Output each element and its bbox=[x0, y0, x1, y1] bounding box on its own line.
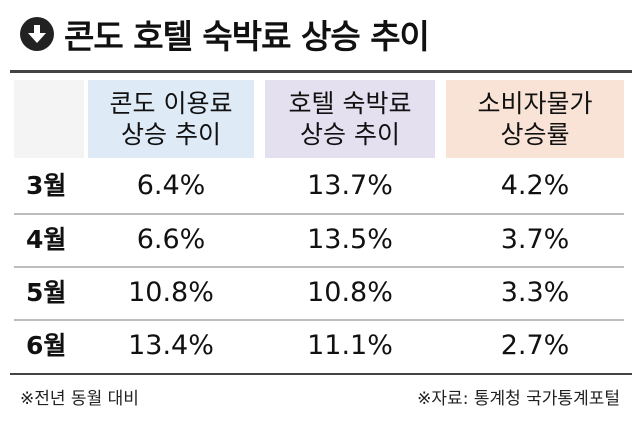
table-row-june: 6월 13.4% 11.1% 2.7% bbox=[14, 320, 624, 372]
table-row-march: 3월 6.4% 13.7% 4.2% bbox=[14, 160, 624, 212]
footnote-source: ※자료: 통계청 국가통계포털 bbox=[417, 389, 620, 409]
row-label: 6월 bbox=[26, 331, 67, 360]
chart-title: 콘도 호텔 숙박료 상승 추이 bbox=[64, 17, 430, 56]
header-condo-line2: 상승 추이 bbox=[121, 120, 221, 149]
hotel-value: 11.1% bbox=[307, 330, 393, 361]
header-hotel-line1: 호텔 숙박료 bbox=[288, 89, 412, 118]
condo-value: 6.6% bbox=[136, 224, 206, 255]
header-cpi-line1: 소비자물가 bbox=[477, 89, 593, 118]
row-label: 3월 bbox=[26, 171, 67, 200]
top-rule bbox=[10, 70, 632, 73]
hotel-value: 10.8% bbox=[307, 277, 393, 308]
header-cpi-line2: 상승률 bbox=[500, 120, 570, 149]
header-cpi: 소비자물가 상승률 bbox=[446, 80, 624, 158]
arrow-down-circle-icon bbox=[20, 17, 54, 51]
cpi-value: 3.3% bbox=[500, 277, 570, 308]
cpi-value: 3.7% bbox=[500, 224, 570, 255]
row-label: 4월 bbox=[26, 225, 67, 254]
footnote-comparison: ※전년 동월 대비 bbox=[20, 389, 139, 409]
header-condo: 콘도 이용료 상승 추이 bbox=[88, 80, 254, 158]
header-hotel-line2: 상승 추이 bbox=[300, 120, 400, 149]
row-separator bbox=[14, 213, 624, 215]
condo-value: 13.4% bbox=[128, 330, 214, 361]
header-hotel: 호텔 숙박료 상승 추이 bbox=[265, 80, 435, 158]
cpi-value: 4.2% bbox=[500, 170, 570, 201]
condo-value: 10.8% bbox=[128, 277, 214, 308]
row-separator bbox=[14, 266, 624, 268]
table-row-april: 4월 6.6% 13.5% 3.7% bbox=[14, 214, 624, 266]
bottom-rule bbox=[10, 373, 632, 375]
row-separator bbox=[14, 319, 624, 321]
cpi-value: 2.7% bbox=[500, 330, 570, 361]
hotel-value: 13.5% bbox=[307, 224, 393, 255]
title-row: 콘도 호텔 숙박료 상승 추이 bbox=[20, 12, 430, 56]
header-condo-line1: 콘도 이용료 bbox=[109, 89, 233, 118]
table-row-may: 5월 10.8% 10.8% 3.3% bbox=[14, 267, 624, 319]
header-blank-cell bbox=[14, 80, 84, 158]
condo-value: 6.4% bbox=[136, 170, 206, 201]
row-label: 5월 bbox=[26, 278, 67, 307]
hotel-value: 13.7% bbox=[307, 170, 393, 201]
